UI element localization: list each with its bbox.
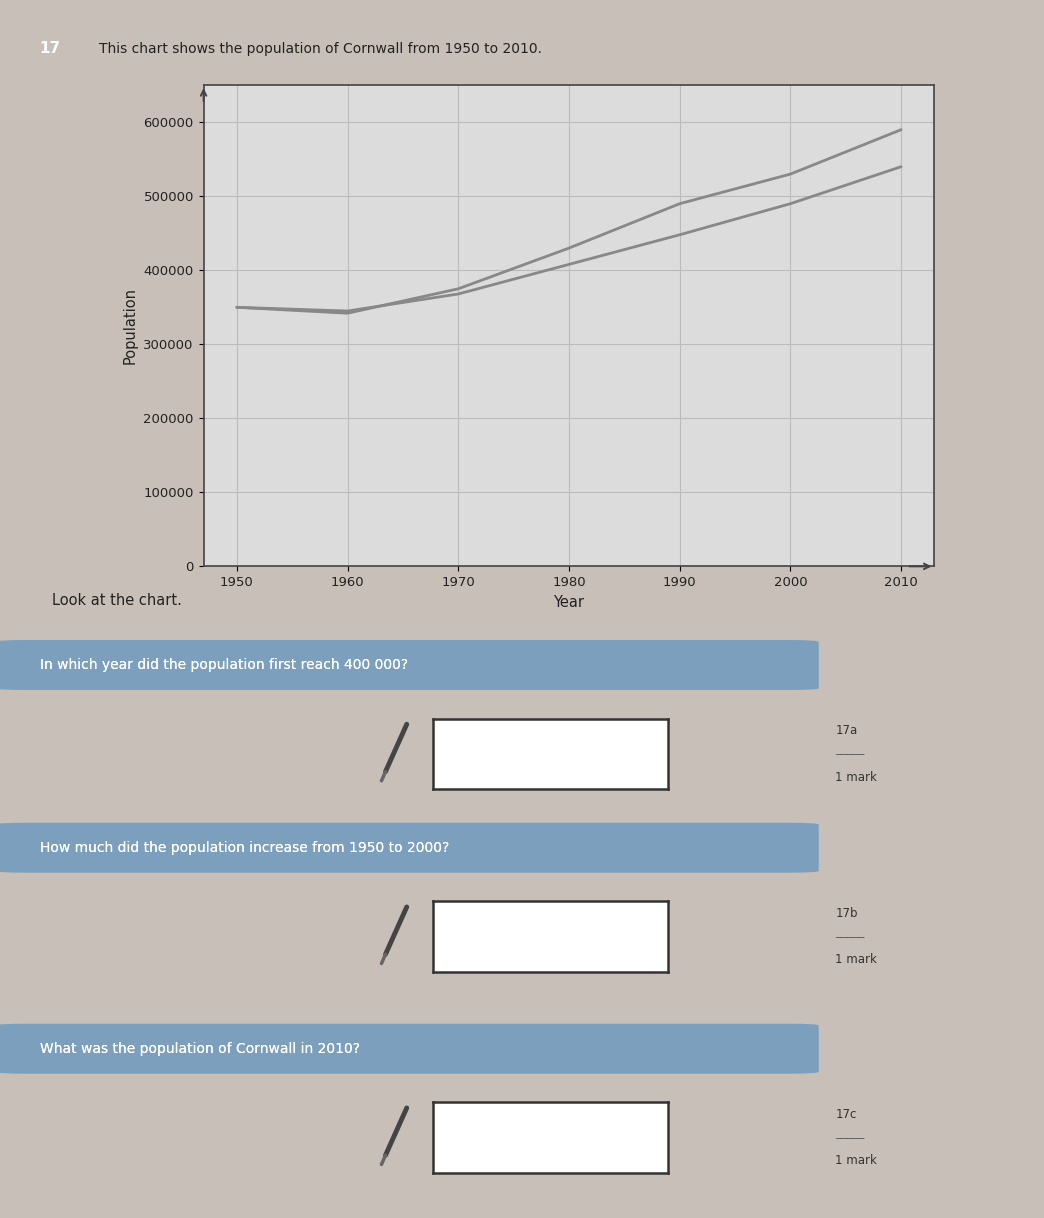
Text: 17: 17 bbox=[39, 41, 61, 56]
Text: This chart shows the population of Cornwall from 1950 to 2010.: This chart shows the population of Cornw… bbox=[99, 41, 542, 56]
Text: 1 mark: 1 mark bbox=[835, 1155, 877, 1167]
Text: ─────: ───── bbox=[835, 933, 864, 943]
Text: In which year did the population first reach 400 000?: In which year did the population first r… bbox=[40, 658, 408, 672]
Text: What was the population of Cornwall in 2010?: What was the population of Cornwall in 2… bbox=[40, 1041, 360, 1056]
Text: ─────: ───── bbox=[835, 1134, 864, 1144]
FancyBboxPatch shape bbox=[0, 822, 818, 873]
FancyBboxPatch shape bbox=[0, 639, 818, 691]
Text: 17c: 17c bbox=[835, 1108, 856, 1121]
Text: 17b: 17b bbox=[835, 907, 858, 920]
Text: 1 mark: 1 mark bbox=[835, 954, 877, 966]
X-axis label: Year: Year bbox=[553, 594, 585, 610]
FancyBboxPatch shape bbox=[0, 1023, 818, 1074]
Y-axis label: Population: Population bbox=[123, 287, 138, 364]
Text: Look at the chart.: Look at the chart. bbox=[52, 593, 182, 608]
Text: In which year did the population first reach 400 000?: In which year did the population first r… bbox=[40, 658, 408, 672]
Text: How much did the population increase from 1950 to 2000?: How much did the population increase fro… bbox=[40, 840, 449, 855]
Text: What was the population of Cornwall in 2010?: What was the population of Cornwall in 2… bbox=[40, 1041, 360, 1056]
Text: 17a: 17a bbox=[835, 725, 857, 737]
Text: How much did the population increase from 1950 to 2000?: How much did the population increase fro… bbox=[40, 840, 449, 855]
Text: 1 mark: 1 mark bbox=[835, 771, 877, 783]
Text: ─────: ───── bbox=[835, 750, 864, 760]
